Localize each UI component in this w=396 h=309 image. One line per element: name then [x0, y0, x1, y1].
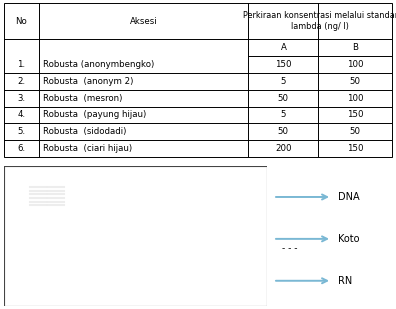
- Text: 1a: 1a: [88, 172, 94, 176]
- Text: 150: 150: [275, 60, 291, 69]
- Text: Robusta  (sidodadi): Robusta (sidodadi): [43, 128, 126, 137]
- Text: 5: 5: [281, 77, 286, 86]
- Text: λ50: λ50: [52, 172, 60, 176]
- Text: DNA: DNA: [338, 192, 360, 202]
- Text: Robusta (anonymbengko): Robusta (anonymbengko): [43, 60, 154, 69]
- Text: 4a: 4a: [194, 172, 200, 176]
- Text: Koto: Koto: [338, 234, 360, 244]
- Text: 2a: 2a: [124, 172, 129, 176]
- Text: Robusta  (ciari hijau): Robusta (ciari hijau): [43, 144, 132, 154]
- Text: RN: RN: [338, 276, 352, 286]
- Text: 50: 50: [350, 128, 361, 137]
- Text: λ10: λ10: [69, 172, 78, 176]
- Text: 5: 5: [231, 172, 234, 176]
- Text: 3.: 3.: [17, 94, 25, 103]
- Text: B: B: [352, 43, 358, 52]
- Text: 50: 50: [278, 128, 289, 137]
- Text: 200: 200: [275, 144, 291, 154]
- Text: 50: 50: [278, 94, 289, 103]
- Text: Perkiraan konsentrasi melalui standar
lambda (ng/ l): Perkiraan konsentrasi melalui standar la…: [243, 11, 396, 32]
- Text: - - -: - - -: [282, 244, 297, 253]
- Text: 1.: 1.: [17, 60, 25, 69]
- Text: 4.: 4.: [17, 111, 25, 120]
- Text: 4b: 4b: [212, 172, 218, 176]
- Text: Robusta  (mesron): Robusta (mesron): [43, 94, 122, 103]
- Text: 150: 150: [347, 144, 364, 154]
- Text: 3b: 3b: [177, 172, 183, 176]
- Text: λ100: λ100: [33, 172, 44, 176]
- Text: Robusta  (payung hijau): Robusta (payung hijau): [43, 111, 146, 120]
- Text: 2.: 2.: [17, 77, 25, 86]
- Text: 100: 100: [347, 60, 364, 69]
- Text: 2b: 2b: [141, 172, 147, 176]
- Text: 100: 100: [347, 94, 364, 103]
- Text: 5.: 5.: [17, 128, 25, 137]
- Text: Robusta  (anonym 2): Robusta (anonym 2): [43, 77, 133, 86]
- Text: 6.: 6.: [17, 144, 25, 154]
- Text: 5: 5: [281, 111, 286, 120]
- Text: No: No: [15, 17, 27, 26]
- Text: 150: 150: [347, 111, 364, 120]
- Text: A: A: [280, 43, 286, 52]
- Text: 1b: 1b: [106, 172, 112, 176]
- Text: 50: 50: [350, 77, 361, 86]
- Text: Aksesi: Aksesi: [130, 17, 158, 26]
- Text: 3a: 3a: [159, 172, 165, 176]
